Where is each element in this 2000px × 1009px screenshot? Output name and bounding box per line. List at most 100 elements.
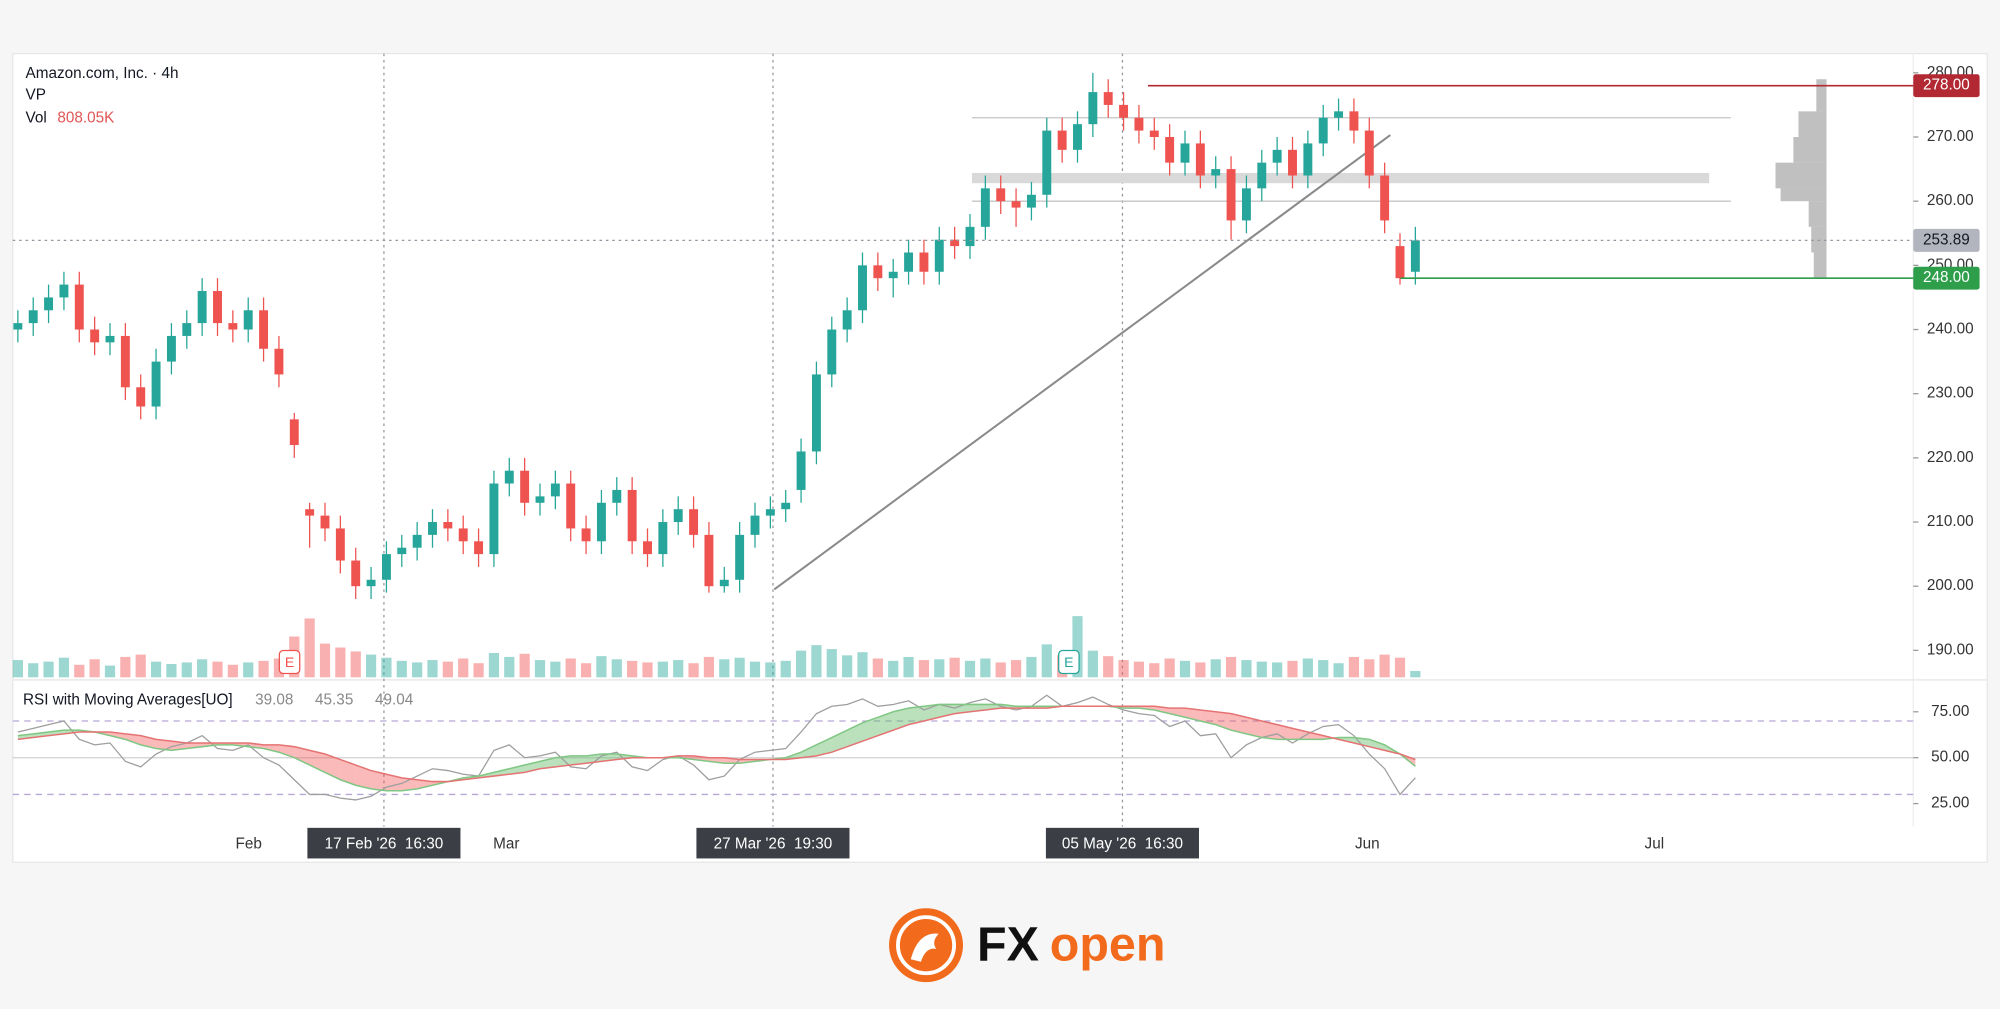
y-tick-label: 240.00 — [1927, 321, 1974, 338]
volume-bar — [657, 661, 668, 678]
rsi-ma-fill — [555, 755, 571, 767]
rsi-ma-fill — [263, 744, 279, 753]
rsi-ma-fill — [340, 759, 356, 786]
volume-bar — [442, 661, 453, 678]
volume-bar — [596, 656, 607, 678]
volume-bar — [458, 658, 469, 678]
volume-bar — [43, 661, 54, 678]
volume-bar — [181, 662, 192, 678]
candle-body — [643, 541, 652, 555]
candle-body — [182, 323, 192, 336]
crosshair-label: 05 May '26 16:30 — [1062, 835, 1183, 852]
volume-bar — [166, 663, 177, 678]
rsi-ma-fill — [125, 733, 141, 745]
rsi-tick-label: 50.00 — [1931, 749, 1969, 766]
candle-body — [28, 310, 38, 324]
volume-profile-bar — [1780, 188, 1827, 202]
volume-bar — [1348, 656, 1360, 678]
volume-bar — [872, 658, 883, 678]
rsi-ma-fill — [877, 711, 894, 736]
candle-body — [151, 361, 161, 407]
volume-bar — [12, 660, 23, 678]
candle-body — [1334, 111, 1344, 118]
volume-name: Vol — [26, 110, 47, 127]
candle-body — [1410, 240, 1420, 272]
logo-icon-ring — [896, 915, 956, 976]
logo: FX open — [889, 908, 1165, 983]
rsi-ma-fill — [1200, 709, 1216, 725]
rsi-ma-fast-value: 45.35 — [315, 691, 353, 708]
crosshair-label: 17 Feb '26 16:30 — [325, 835, 444, 852]
rsi-ma-fill — [1169, 708, 1185, 718]
candle-body — [673, 509, 683, 523]
candle-body — [996, 188, 1006, 202]
candle-body — [443, 522, 453, 529]
candle-body — [351, 560, 361, 587]
candle-body — [259, 310, 269, 349]
candle-body — [1303, 143, 1313, 176]
candle-body — [1288, 149, 1297, 176]
candle-body — [197, 291, 207, 324]
trendline — [773, 134, 1391, 591]
volume-bar — [795, 650, 807, 678]
last-price-label: 253.89 — [1923, 231, 1970, 248]
y-tick-label: 200.00 — [1927, 577, 1974, 594]
candle-body — [980, 188, 990, 227]
candle-body — [612, 489, 622, 503]
volume-bar — [949, 657, 960, 678]
rsi-ma-fill — [294, 746, 310, 766]
candle-body — [873, 265, 883, 279]
volume-profile-bar — [1813, 252, 1827, 279]
candle-body — [458, 528, 468, 542]
volume-bar — [903, 656, 914, 678]
indicator-label: VP — [26, 87, 46, 104]
volume-bar — [150, 661, 162, 678]
candle-body — [596, 502, 606, 542]
rsi-ma-fill — [862, 717, 878, 742]
candle-body — [120, 335, 130, 388]
volume-bar — [1379, 654, 1390, 678]
candle-body — [504, 470, 514, 484]
candle-body — [274, 348, 284, 375]
candle-body — [1211, 169, 1221, 176]
candle-body — [44, 297, 54, 311]
candle-body — [1395, 246, 1405, 279]
volume-profile-bar — [1808, 201, 1827, 227]
candle-body — [781, 502, 791, 510]
y-tick-label: 230.00 — [1927, 385, 1974, 402]
rsi-line — [17, 703, 1416, 792]
candle-body — [90, 329, 100, 343]
rsi-ma-fill — [417, 779, 433, 789]
plot-layer: 190.00200.00210.00220.00230.00240.00250.… — [12, 53, 1980, 859]
earnings-marker — [278, 649, 301, 675]
rsi-ma-fill — [509, 765, 525, 775]
rsi-ma-fill — [355, 765, 372, 789]
candle-body — [1364, 130, 1374, 176]
candle-body — [289, 419, 299, 446]
volume-bar — [934, 659, 945, 678]
candle-body — [1226, 169, 1236, 221]
volume-bar — [104, 665, 116, 678]
volume-bar — [1010, 660, 1022, 678]
candle-body — [1088, 92, 1098, 125]
candle-body — [765, 509, 775, 516]
volume-bar — [1133, 661, 1145, 678]
volume-bar — [427, 660, 438, 678]
volume-bar — [1026, 656, 1037, 678]
candle-body — [950, 239, 960, 247]
volume-bar — [550, 661, 561, 678]
candle-body — [704, 534, 714, 587]
volume-profile-bar — [1816, 79, 1827, 112]
candle-body — [811, 374, 821, 452]
rsi-ma-fill — [156, 739, 172, 751]
candle-body — [1349, 111, 1359, 131]
rsi-ma-fill — [570, 755, 587, 766]
candle-body — [1195, 143, 1205, 176]
rsi-title: RSI with Moving Averages[UO] — [23, 691, 233, 708]
x-tick-label: Jun — [1355, 835, 1380, 852]
candle-body — [59, 284, 69, 298]
candle-body — [243, 310, 253, 330]
volume-bar — [396, 660, 407, 678]
level-label: 248.00 — [1923, 269, 1970, 286]
